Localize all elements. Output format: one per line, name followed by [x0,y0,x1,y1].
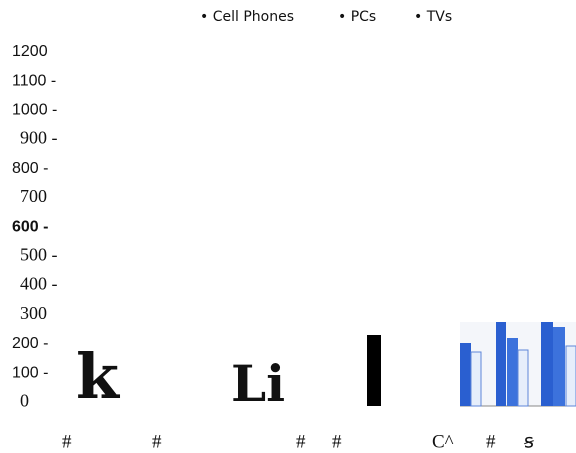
y-label: 300 [20,303,47,323]
x-label: # [62,431,72,452]
glyph: Li [231,354,285,413]
y-label: 500 - [20,245,58,265]
x-labels: # # # # C^ # ꞩ [62,431,534,452]
legend-item: • PCs [338,9,376,25]
thumb-bar [460,343,471,406]
y-label: 600 - [12,218,48,235]
glyph: k [76,340,121,413]
thumb-bar [496,322,506,406]
y-label: 1100 - [12,72,56,89]
legend: • Cell Phones • PCs • TVs [200,9,452,25]
x-label: # [296,431,306,452]
thumb-bar [517,349,529,407]
y-label: 800 - [12,160,48,177]
y-label: 0 [20,391,29,411]
legend-item: • Cell Phones [200,9,294,25]
black-block [367,335,381,406]
x-label: # [152,431,162,452]
y-label: 100 - [12,364,48,381]
y-label: 1200 [12,43,48,60]
y-label: 900 - [20,128,58,148]
y-labels: 1200 1100 - 1000 - 900 - 800 - 700 600 - 500 - 4… [12,43,58,410]
x-label: # [332,431,342,452]
x-label: # [486,431,496,452]
x-label: ꞩ [524,431,534,452]
y-label: 1000 - [12,102,57,119]
x-label: C^ [432,431,454,452]
thumb-bar [470,351,482,407]
y-label: 200 - [12,335,48,352]
thumb-bar [541,322,553,406]
bar-thumbnail [460,322,576,407]
thumb-bar [507,338,518,406]
thumb-bar [565,345,576,407]
y-label: 700 [20,186,47,206]
thumb-bar [553,327,565,406]
y-label: 400 - [20,274,58,294]
legend-item: • TVs [414,9,452,25]
